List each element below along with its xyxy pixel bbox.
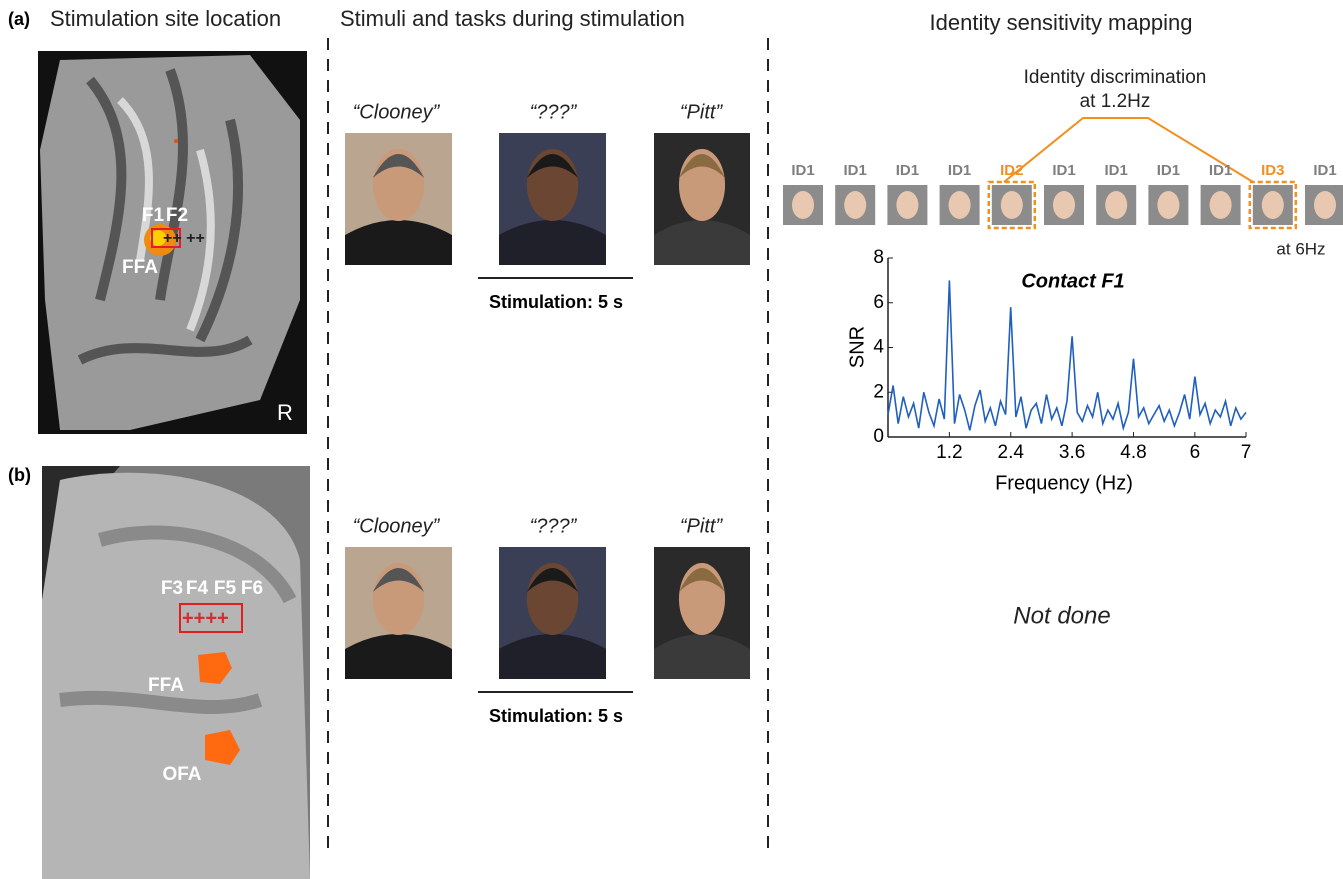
region-label: OFA	[162, 764, 201, 785]
x-tick-label: 6	[1190, 442, 1201, 463]
id-label: ID1	[1209, 162, 1232, 179]
face	[844, 191, 867, 219]
x-tick-label: 1.2	[936, 442, 962, 463]
id-label: ID2	[1000, 162, 1023, 179]
photo-body	[499, 634, 606, 679]
contact-label: F1	[142, 205, 165, 226]
photo-body	[654, 220, 750, 265]
face	[1105, 191, 1128, 219]
contact-label: F3	[161, 578, 183, 599]
highlight-box	[1248, 180, 1298, 230]
y-tick-label: 2	[873, 381, 884, 402]
stimulus-name: “???”	[530, 101, 578, 123]
contact-label: F2	[166, 205, 188, 226]
face	[948, 191, 971, 219]
annotation: Identity discrimination	[1024, 67, 1207, 88]
contact-label: F4	[186, 578, 209, 599]
face-photo	[345, 133, 452, 265]
photo-body	[345, 220, 452, 265]
face	[1157, 191, 1180, 219]
stimulus-name: “Pitt”	[680, 515, 724, 537]
svg-text:++ ++: ++ ++	[163, 230, 205, 247]
photo-hair	[372, 568, 425, 592]
x-tick-label: 7	[1241, 442, 1252, 463]
photo-body	[654, 634, 750, 679]
stimulus-name: “???”	[530, 515, 578, 537]
stimulus-name: “Clooney”	[353, 101, 441, 123]
brain-image: ++ ++	[38, 51, 307, 434]
x-tick-label: 3.6	[1059, 442, 1085, 463]
face	[1314, 191, 1336, 219]
face	[1261, 191, 1284, 219]
face-photo	[345, 547, 452, 679]
annotation: Not done	[1013, 602, 1110, 629]
stimuli: “Clooney” “???” “Pitt” Stimulation: 5 s “Clo…	[345, 101, 750, 726]
y-tick-label: 0	[873, 426, 884, 447]
chart-title: Contact F1	[1021, 270, 1124, 292]
y-tick-label: 6	[873, 292, 884, 313]
x-axis-label: Frequency (Hz)	[995, 472, 1133, 494]
photo-hair	[372, 154, 425, 178]
header: Stimuli and tasks during stimulation	[340, 6, 685, 31]
id-label: ID1	[1157, 162, 1180, 179]
svg-text:++++: ++++	[182, 607, 229, 629]
face-photo	[654, 133, 750, 265]
chart: Contact F1 Frequency (Hz) SNR 0 2 4 6 8 1.2 2.…	[846, 247, 1251, 494]
photo-hair	[526, 568, 579, 592]
annotation: at 6Hz	[1276, 239, 1325, 258]
x-tick-label: 2.4	[998, 442, 1025, 463]
face-photo	[499, 133, 606, 265]
panel-label: (b)	[8, 465, 31, 485]
photo-body	[345, 634, 452, 679]
contact-label: F5	[214, 578, 237, 599]
face-photo	[499, 547, 606, 679]
task-label: Stimulation: 5 s	[489, 292, 623, 312]
id-label: ID1	[1313, 162, 1336, 179]
stimulus-name: “Pitt”	[680, 101, 724, 123]
contact-label: F6	[241, 578, 263, 599]
header: Identity sensitivity mapping	[930, 10, 1193, 35]
brain-image: ++++	[42, 466, 310, 879]
photo-hair	[526, 154, 579, 178]
face	[792, 191, 814, 219]
id-label: ID1	[791, 162, 814, 179]
region-label: FFA	[148, 675, 184, 696]
stimulus-name: “Clooney”	[353, 515, 441, 537]
id-label: ID1	[896, 162, 919, 179]
face	[1209, 191, 1232, 219]
id-label: ID1	[844, 162, 867, 179]
x-tick-label: 4.8	[1120, 442, 1146, 463]
task-label: Stimulation: 5 s	[489, 706, 623, 726]
face	[896, 191, 919, 219]
face	[1000, 191, 1023, 219]
panel-label: (a)	[8, 9, 30, 29]
highlight-box	[987, 180, 1037, 230]
id-label: ID1	[1052, 162, 1075, 179]
y-axis-label: SNR	[846, 326, 868, 368]
photo-body	[499, 220, 606, 265]
face-photo	[654, 547, 750, 679]
face	[1053, 191, 1075, 219]
region-label: FFA	[122, 257, 158, 278]
id-label: ID1	[948, 162, 971, 179]
annotation: at 1.2Hz	[1080, 91, 1151, 112]
photo-hair	[678, 568, 726, 592]
id-label: ID3	[1261, 162, 1284, 179]
spectrum-line	[887, 280, 1247, 432]
header: Stimulation site location	[50, 6, 281, 31]
face-sequence: ID1 ID1 ID1 ID1 ID2 ID1 ID1 ID1 ID1 ID3 ID1	[783, 162, 1343, 230]
y-tick-label: 8	[873, 247, 884, 268]
connector	[1003, 117, 1254, 183]
photo-hair	[678, 154, 726, 178]
id-label: ID1	[1105, 162, 1128, 179]
side-label: R	[277, 400, 293, 425]
y-tick-label: 4	[873, 337, 884, 358]
